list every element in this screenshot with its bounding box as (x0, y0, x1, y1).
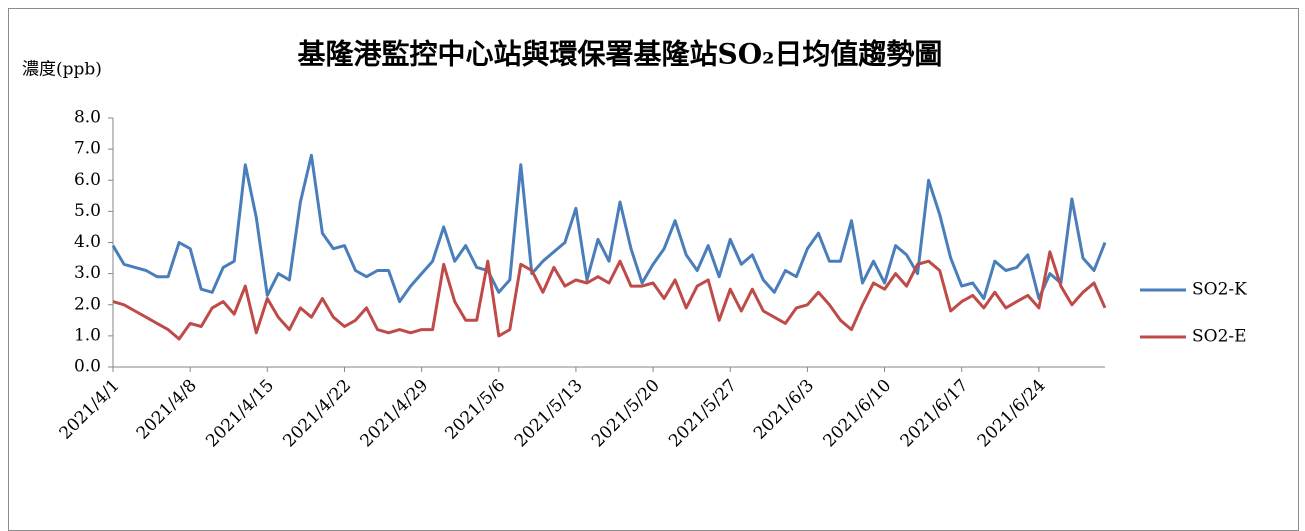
y-tick-label: 2.0 (74, 294, 101, 314)
line-series (112, 250, 1107, 341)
legend-label: SO2-E (1192, 327, 1247, 347)
chart-title: 基隆港監控中心站與環保署基隆站SO₂日均值趨勢圖 (298, 38, 943, 71)
y-tick-label: 3.0 (74, 263, 101, 283)
legend-label: SO2-K (1192, 280, 1247, 300)
line-series (111, 153, 1107, 304)
y-tick-label: 6.0 (74, 170, 101, 190)
y-tick-label: 1.0 (74, 325, 101, 345)
y-axis-label: 濃度(ppb) (22, 60, 102, 80)
y-tick-label: 5.0 (74, 201, 101, 221)
y-tick-label: 7.0 (74, 139, 101, 159)
y-tick-label: 0.0 (74, 357, 101, 377)
y-tick-label: 4.0 (74, 232, 101, 252)
y-tick-label: 8.0 (74, 108, 101, 128)
chart-border (8, 8, 1299, 531)
